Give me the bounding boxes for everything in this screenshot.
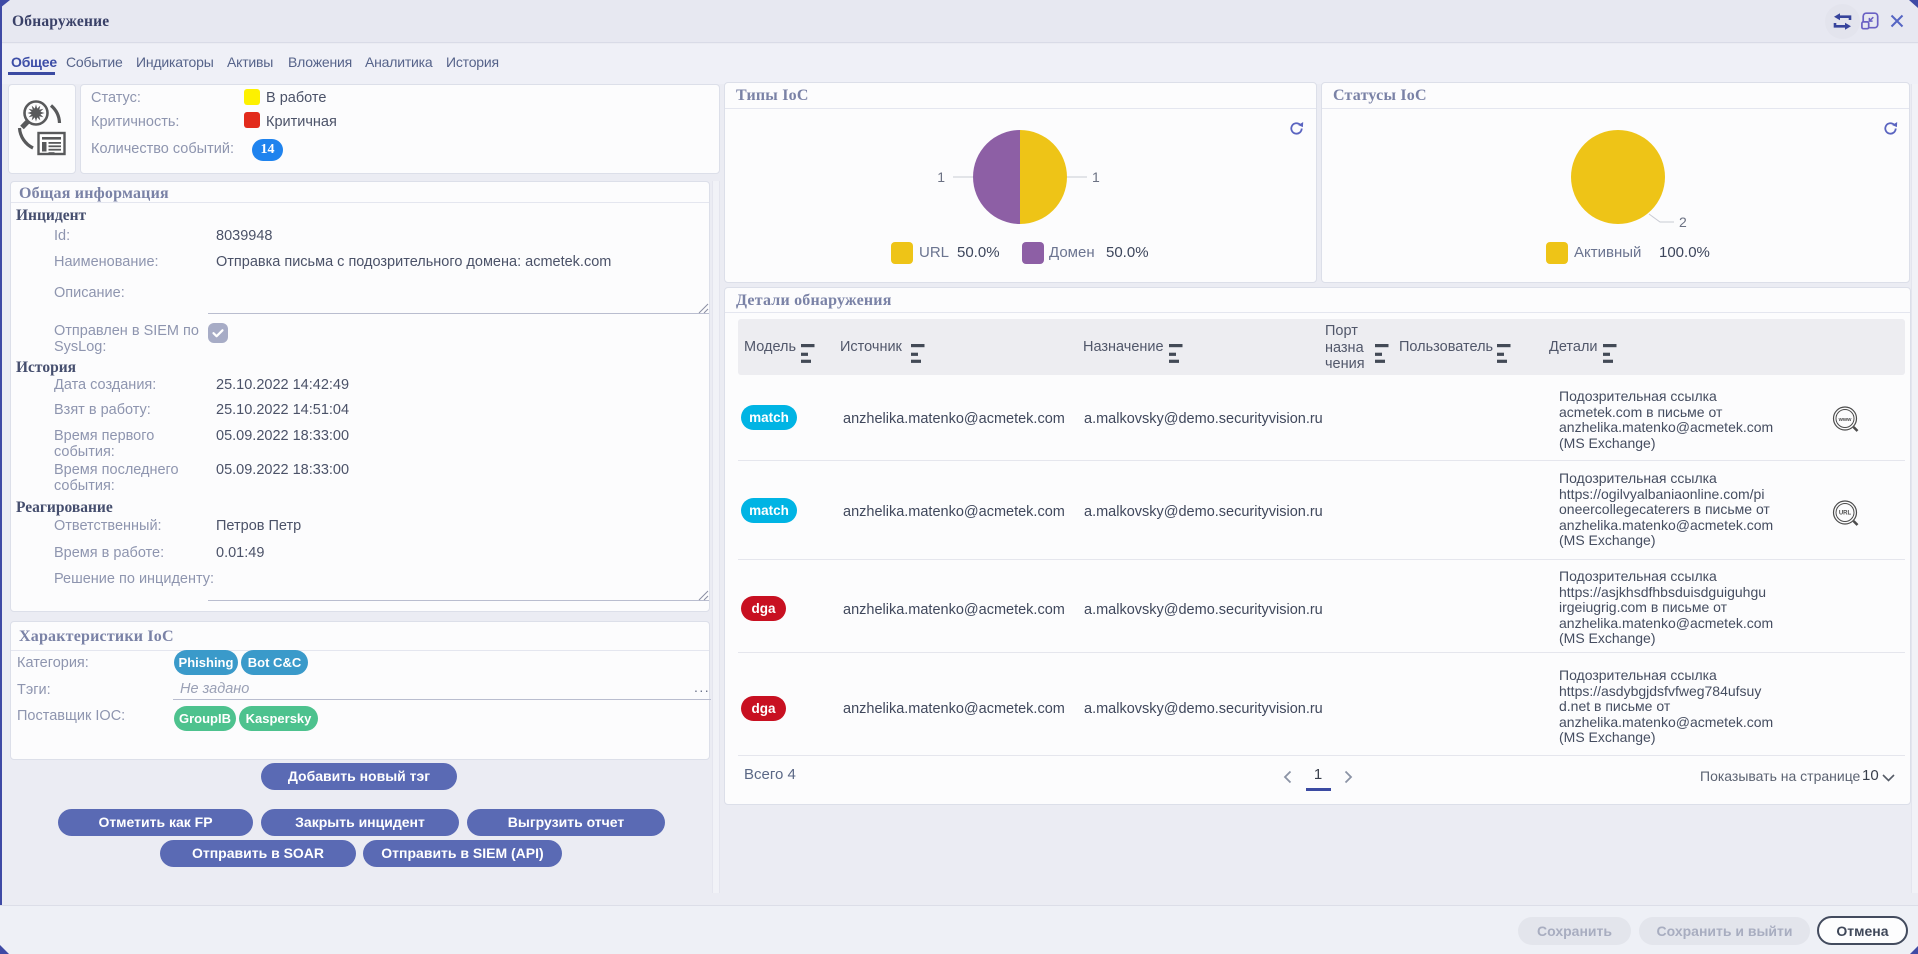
svg-text:www: www bbox=[1838, 417, 1853, 423]
svg-text:URL: URL bbox=[1839, 511, 1852, 517]
svg-text:1: 1 bbox=[1092, 169, 1100, 185]
svg-text:1: 1 bbox=[937, 169, 945, 185]
svg-text:2: 2 bbox=[1679, 214, 1687, 230]
